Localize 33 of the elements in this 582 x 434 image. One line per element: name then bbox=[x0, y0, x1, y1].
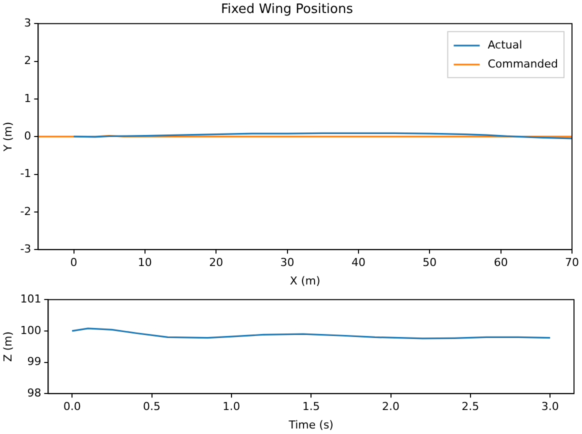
x-tick-label: 0 bbox=[70, 256, 78, 270]
x-axis-title: Time (s) bbox=[288, 418, 334, 432]
y-tick-label: 1 bbox=[24, 92, 32, 105]
y-tick-label: -1 bbox=[20, 167, 32, 180]
y-tick-label: -3 bbox=[20, 242, 32, 256]
y-tick-label: 0 bbox=[24, 129, 32, 142]
y-tick-label: 3 bbox=[24, 16, 32, 30]
x-tick-label: 2.0 bbox=[382, 400, 400, 414]
y-tick-label: 2 bbox=[24, 54, 32, 68]
chart-title: Fixed Wing Positions bbox=[220, 2, 354, 18]
x-axis-title: X (m) bbox=[290, 274, 320, 288]
legend-label: Actual bbox=[488, 38, 522, 52]
x-tick-label: 3.0 bbox=[541, 400, 559, 414]
x-tick-label: 0.0 bbox=[63, 400, 81, 414]
x-tick-label: 30 bbox=[280, 256, 294, 270]
x-tick-label: 40 bbox=[351, 256, 366, 270]
y-tick-label: -2 bbox=[20, 204, 32, 218]
y-axis-title: Y (m) bbox=[1, 122, 14, 152]
y-tick-label: 98 bbox=[27, 386, 42, 400]
x-tick-label: 60 bbox=[494, 256, 508, 270]
y-tick-label: 101 bbox=[20, 292, 42, 306]
y-axis-title: Z (m) bbox=[1, 331, 14, 362]
x-tick-label: 70 bbox=[565, 256, 579, 270]
x-tick-label: 50 bbox=[422, 256, 437, 270]
x-tick-label: 1.5 bbox=[302, 400, 320, 414]
legend-label: Commanded bbox=[488, 57, 558, 70]
x-tick-label: 20 bbox=[209, 256, 224, 270]
y-tick-label: 100 bbox=[20, 324, 42, 337]
x-tick-label: 1.0 bbox=[222, 400, 240, 414]
x-tick-label: 10 bbox=[138, 256, 152, 270]
x-tick-label: 2.5 bbox=[462, 400, 480, 414]
y-tick-label: 99 bbox=[27, 355, 42, 368]
x-tick-label: 0.5 bbox=[143, 400, 161, 414]
